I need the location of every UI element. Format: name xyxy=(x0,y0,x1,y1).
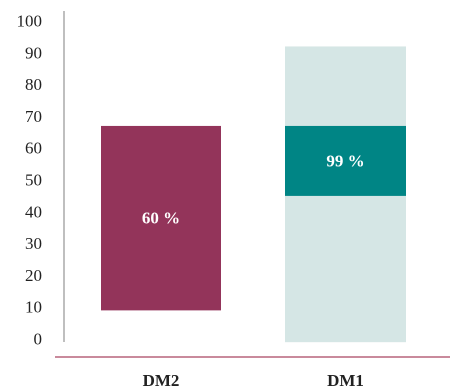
bar-dm1-segment-1 xyxy=(285,125,406,196)
bar-dm1-data-label: 99 % xyxy=(326,151,364,170)
x-axis: DM2 DM1 xyxy=(55,356,450,390)
y-tick-label-80: 80 xyxy=(25,75,42,94)
y-tick-label-60: 60 xyxy=(25,139,42,158)
y-tick-label-70: 70 xyxy=(25,107,42,126)
bar-dm2-data-label: 60 % xyxy=(142,209,180,228)
y-axis: 0 10 20 30 40 50 60 70 80 90 100 xyxy=(17,11,65,349)
y-tick-label-20: 20 xyxy=(25,266,42,285)
y-tick-label-50: 50 xyxy=(25,171,42,190)
x-category-label-dm2: DM2 xyxy=(143,371,180,390)
y-tick-label-40: 40 xyxy=(25,202,42,221)
y-tick-label-0: 0 xyxy=(34,330,43,349)
y-tick-label-30: 30 xyxy=(25,234,42,253)
y-tick-label-100: 100 xyxy=(17,12,43,31)
bars-layer: 60 % 99 % xyxy=(101,46,406,343)
bar-dm2-segment-0 xyxy=(101,125,221,311)
y-tick-label-10: 10 xyxy=(25,298,42,317)
y-tick-label-90: 90 xyxy=(25,43,42,62)
x-category-label-dm1: DM1 xyxy=(327,371,364,390)
